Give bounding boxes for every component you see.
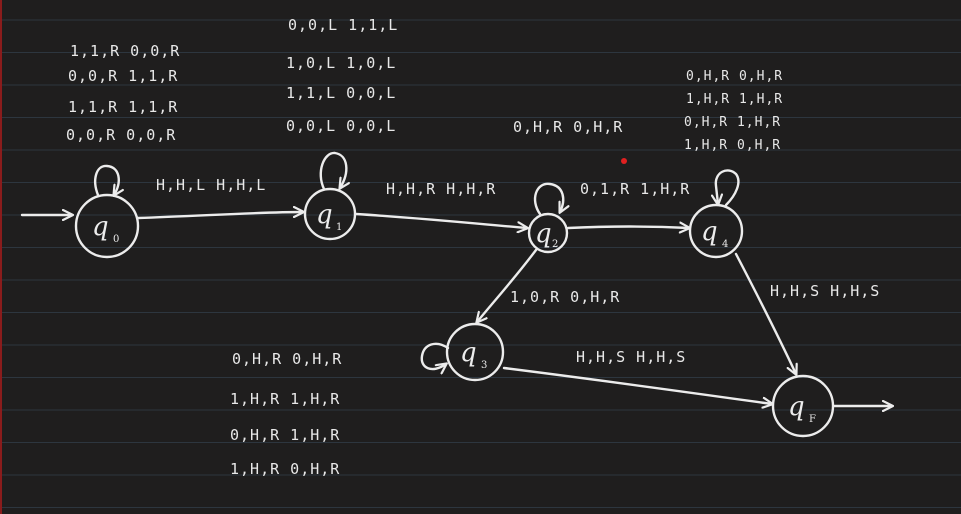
loop-q2 [533, 182, 563, 216]
label-q3-loop-line-2: 1,H,R 1,H,R [230, 390, 340, 408]
edge-q2-q3 [477, 248, 538, 322]
state-q1-letter: q [316, 200, 333, 230]
label-q0-loop: 1,1,R 0,0,R 0,0,R 1,1,R 1,1,R 1,1,R 0,0,… [66, 42, 180, 144]
loop-q3 [420, 342, 450, 369]
state-q4-letter: q [701, 217, 718, 247]
state-q2-sub: 2 [552, 239, 558, 250]
edge-q0-q1 [136, 212, 303, 220]
red-dot [621, 158, 627, 164]
state-q0-letter: q [92, 212, 109, 242]
state-q3: q 3 [445, 322, 505, 382]
state-qf-sub: F [809, 414, 816, 425]
label-q3-loop-line-4: 1,H,R 0,H,R [230, 460, 340, 478]
edge-q4-qf [734, 252, 796, 374]
state-q3-sub: 3 [481, 360, 487, 371]
loop-q1 [319, 151, 347, 191]
label-q4-loop-line-4: 1,H,R 0,H,R [684, 138, 781, 153]
edge-q1-q2 [354, 212, 527, 228]
label-q3-loop-line-1: 0,H,R 0,H,R [232, 350, 342, 368]
label-q1-loop-line-1: 0,0,L 1,1,L [288, 16, 398, 34]
state-q4-sub: 4 [722, 239, 728, 250]
state-qf-letter: q [788, 392, 805, 422]
state-q0-sub: 0 [113, 234, 119, 245]
label-q0-loop-line-3: 1,1,R 1,1,R [68, 98, 178, 116]
label-q1-loop-line-3: 1,1,L 0,0,L [286, 84, 396, 102]
label-q1-loop-line-2: 1,0,L 1,0,L [286, 54, 396, 72]
label-q0-loop-line-2: 0,0,R 1,1,R [68, 67, 178, 85]
label-q4-loop-line-3: 0,H,R 1,H,R [684, 115, 781, 130]
label-q1-loop: 0,0,L 1,1,L 1,0,L 1,0,L 1,1,L 0,0,L 0,0,… [286, 16, 398, 135]
edge-q3-qf [502, 366, 772, 404]
label-q3-qf: H,H,S H,H,S [576, 348, 686, 366]
edge-q2-q4 [566, 227, 689, 229]
state-q3-letter: q [460, 338, 477, 368]
state-q2-letter: q [535, 219, 552, 249]
label-q0-loop-line-1: 1,1,R 0,0,R [70, 42, 180, 60]
label-q0-q1: H,H,L H,H,L [156, 176, 266, 194]
label-q1-q2: H,H,R H,H,R [386, 180, 496, 198]
loop-q4 [716, 169, 740, 207]
label-q0-loop-line-4: 0,0,R 0,0,R [66, 126, 176, 144]
label-q2-q4: 0,1,R 1,H,R [580, 180, 690, 198]
loop-q0 [94, 164, 119, 195]
label-q4-loop-line-1: 0,H,R 0,H,R [686, 69, 783, 84]
label-q3-loop-line-3: 0,H,R 1,H,R [230, 426, 340, 444]
state-q0: q 0 [74, 193, 140, 259]
label-q4-loop-line-2: 1,H,R 1,H,R [686, 92, 783, 107]
label-q4-qf: H,H,S H,H,S [770, 282, 880, 300]
label-q4-loop: 0,H,R 0,H,R 1,H,R 1,H,R 0,H,R 1,H,R 1,H,… [684, 69, 783, 153]
label-q3-loop: 0,H,R 0,H,R 1,H,R 1,H,R 0,H,R 1,H,R 1,H,… [230, 350, 342, 478]
label-q2-loop: 0,H,R 0,H,R [513, 118, 623, 136]
state-q1-sub: 1 [336, 222, 342, 233]
label-q2-q3: 1,0,R 0,H,R [510, 288, 620, 306]
label-q1-loop-line-4: 0,0,L 0,0,L [286, 117, 396, 135]
